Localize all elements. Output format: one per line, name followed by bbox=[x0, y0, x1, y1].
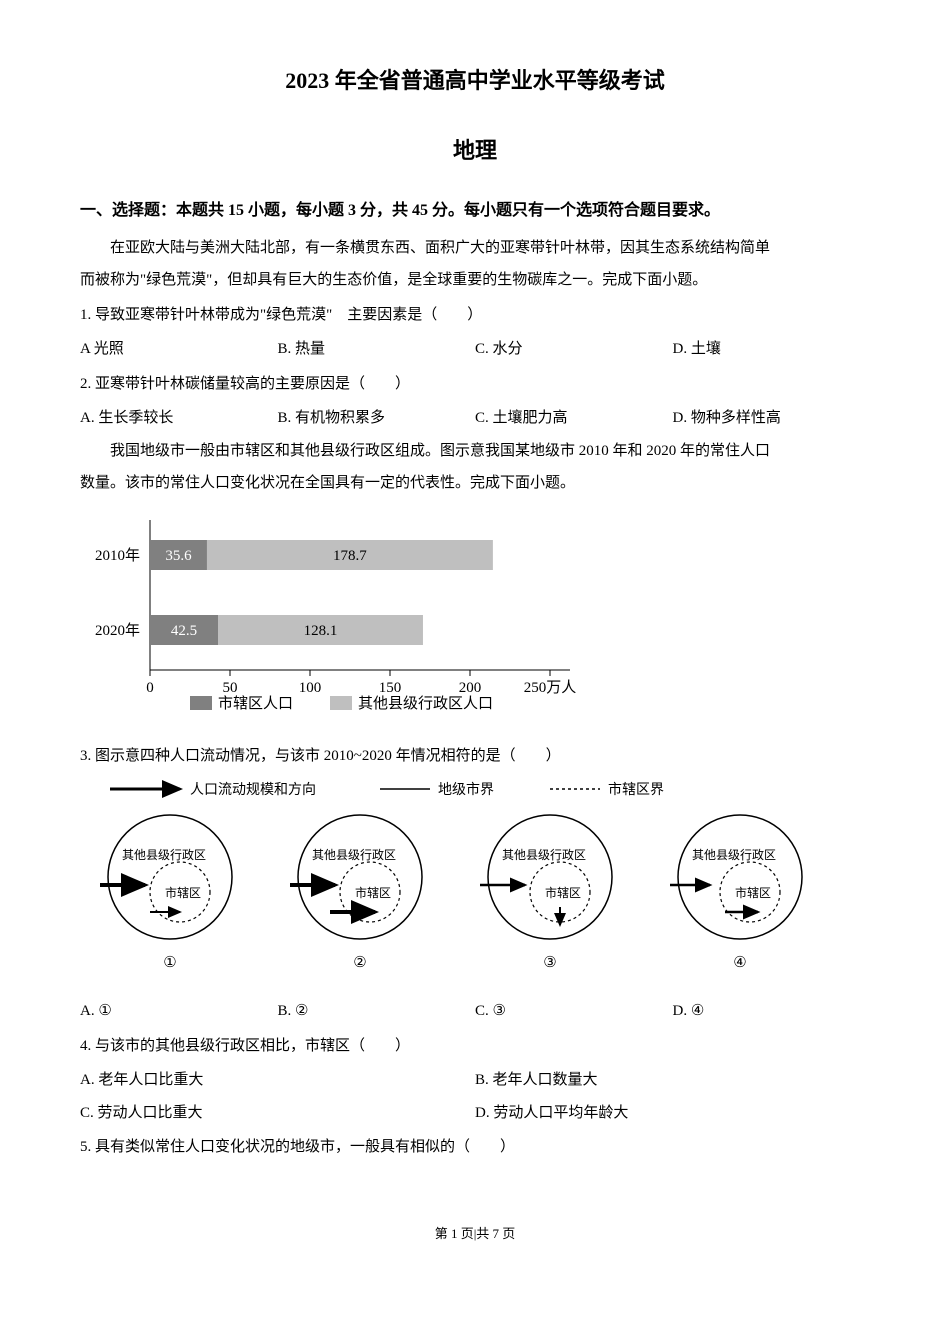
q2-options: A. 生长季较长 B. 有机物积累多 C. 土壤肥力高 D. 物种多样性高 bbox=[80, 404, 870, 433]
q3-stem: 3. 图示意四种人口流动情况，与该市 2010~2020 年情况相符的是（ ） bbox=[80, 742, 870, 771]
q1-opt-d: D. 土壤 bbox=[673, 335, 871, 364]
svg-text:市辖区人口: 市辖区人口 bbox=[218, 695, 293, 712]
q1-opt-b: B. 热量 bbox=[278, 335, 476, 364]
q2-opt-a: A. 生长季较长 bbox=[80, 404, 278, 433]
q4-stem: 4. 与该市的其他县级行政区相比，市辖区（ ） bbox=[80, 1032, 870, 1061]
page-subtitle: 地理 bbox=[80, 130, 870, 172]
flow-diagram: 人口流动规模和方向 地级市界 市辖区界其他县级行政区市辖区 ① 其他县级行政区市辖区 ② 其… bbox=[80, 777, 870, 988]
svg-text:150: 150 bbox=[379, 680, 402, 696]
svg-text:35.6: 35.6 bbox=[165, 548, 192, 564]
page-title: 2023 年全省普通高中学业水平等级考试 bbox=[80, 60, 870, 102]
flow-diagram-svg: 人口流动规模和方向 地级市界 市辖区界其他县级行政区市辖区 ① 其他县级行政区市辖区 ② 其… bbox=[80, 777, 840, 977]
svg-text:2020年: 2020年 bbox=[95, 622, 140, 639]
q4-opt-c: C. 劳动人口比重大 bbox=[80, 1099, 475, 1128]
svg-text:其他县级行政区: 其他县级行政区 bbox=[692, 848, 776, 862]
svg-text:③: ③ bbox=[543, 955, 556, 971]
q4-options-row1: A. 老年人口比重大 B. 老年人口数量大 bbox=[80, 1066, 870, 1095]
svg-text:2010年: 2010年 bbox=[95, 547, 140, 564]
svg-text:250万人: 250万人 bbox=[524, 679, 577, 696]
svg-text:50: 50 bbox=[223, 680, 238, 696]
svg-text:地级市界: 地级市界 bbox=[438, 781, 494, 798]
svg-text:人口流动规模和方向: 人口流动规模和方向 bbox=[190, 782, 316, 798]
passage-1-line-1: 在亚欧大陆与美洲大陆北部，有一条横贯东西、面积广大的亚寒带针叶林带，因其生态系统… bbox=[80, 234, 870, 263]
svg-text:市辖区: 市辖区 bbox=[735, 885, 771, 900]
q2-opt-b: B. 有机物积累多 bbox=[278, 404, 476, 433]
svg-text:100: 100 bbox=[299, 680, 322, 696]
svg-text:市辖区: 市辖区 bbox=[545, 885, 581, 900]
svg-text:②: ② bbox=[353, 955, 366, 971]
svg-text:0: 0 bbox=[146, 680, 154, 696]
q4-options-row2: C. 劳动人口比重大 D. 劳动人口平均年龄大 bbox=[80, 1099, 870, 1128]
svg-text:①: ① bbox=[163, 955, 176, 971]
svg-text:178.7: 178.7 bbox=[333, 548, 367, 564]
q3-opt-b: B. ② bbox=[278, 997, 476, 1026]
section-heading: 一、选择题：本题共 15 小题，每小题 3 分，共 45 分。每小题只有一个选项… bbox=[80, 196, 870, 226]
svg-text:市辖区: 市辖区 bbox=[355, 885, 391, 900]
q3-opt-c: C. ③ bbox=[475, 997, 673, 1026]
page-footer: 第 1 页|共 7 页 bbox=[80, 1222, 870, 1247]
q4-opt-a: A. 老年人口比重大 bbox=[80, 1066, 475, 1095]
svg-text:市辖区: 市辖区 bbox=[165, 885, 201, 900]
svg-text:128.1: 128.1 bbox=[304, 623, 338, 639]
q1-opt-c: C. 水分 bbox=[475, 335, 673, 364]
svg-text:其他县级行政区人口: 其他县级行政区人口 bbox=[358, 695, 493, 712]
svg-text:其他县级行政区: 其他县级行政区 bbox=[122, 848, 206, 862]
passage-2-line-1: 我国地级市一般由市辖区和其他县级行政区组成。图示意我国某地级市 2010 年和 … bbox=[80, 437, 870, 466]
q3-options: A. ① B. ② C. ③ D. ④ bbox=[80, 997, 870, 1026]
q1-options: A 光照 B. 热量 C. 水分 D. 土壤 bbox=[80, 335, 870, 364]
q1-opt-a: A 光照 bbox=[80, 335, 278, 364]
q1-stem: 1. 导致亚寒带针叶林带成为"绿色荒漠" 主要因素是（ ） bbox=[80, 301, 870, 330]
svg-text:42.5: 42.5 bbox=[171, 623, 197, 639]
q2-stem: 2. 亚寒带针叶林碳储量较高的主要原因是（ ） bbox=[80, 370, 870, 399]
svg-text:其他县级行政区: 其他县级行政区 bbox=[502, 848, 586, 862]
svg-text:④: ④ bbox=[733, 955, 746, 971]
bar-chart-svg: 0 50 100 150 200 250万人 2010年 35.6 178.7 2020年 42.5… bbox=[80, 510, 600, 720]
q3-opt-a: A. ① bbox=[80, 997, 278, 1026]
population-bar-chart: 0 50 100 150 200 250万人 2010年 35.6 178.7 2020年 42.5… bbox=[80, 510, 870, 731]
svg-text:200: 200 bbox=[459, 680, 482, 696]
passage-2-line-2: 数量。该市的常住人口变化状况在全国具有一定的代表性。完成下面小题。 bbox=[80, 469, 870, 498]
svg-text:市辖区界: 市辖区界 bbox=[608, 781, 664, 798]
passage-1-line-2: 而被称为"绿色荒漠"，但却具有巨大的生态价值，是全球重要的生物碳库之一。完成下面… bbox=[80, 266, 870, 295]
svg-text:其他县级行政区: 其他县级行政区 bbox=[312, 848, 396, 862]
q2-opt-c: C. 土壤肥力高 bbox=[475, 404, 673, 433]
q4-opt-b: B. 老年人口数量大 bbox=[475, 1066, 870, 1095]
q3-opt-d: D. ④ bbox=[673, 997, 871, 1026]
q4-opt-d: D. 劳动人口平均年龄大 bbox=[475, 1099, 870, 1128]
q2-opt-d: D. 物种多样性高 bbox=[673, 404, 871, 433]
q5-stem: 5. 具有类似常住人口变化状况的地级市，一般具有相似的（ ） bbox=[80, 1133, 870, 1162]
